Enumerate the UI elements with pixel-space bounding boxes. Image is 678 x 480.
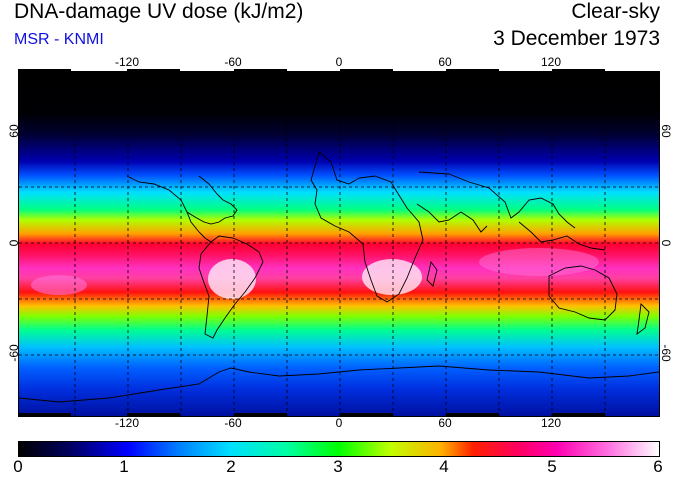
lon-label-top: -60 — [224, 55, 242, 69]
coast-new-zealand — [636, 303, 650, 336]
lat-label-right: -60 — [659, 344, 673, 362]
lon-label-bottom: 120 — [540, 416, 562, 430]
colorbar-tick-label: 2 — [226, 457, 236, 476]
coast-australia — [548, 265, 618, 321]
coast-north-america — [126, 175, 238, 225]
lat-label-right: 0 — [659, 239, 673, 247]
coast-southeast-asia — [518, 221, 606, 251]
coast-antarctica — [19, 365, 659, 403]
lon-label-top: 0 — [335, 55, 343, 69]
bottom-tick-bar — [18, 413, 660, 417]
lon-label-bottom: -60 — [224, 416, 242, 430]
date-label: 3 December 1973 — [493, 27, 660, 50]
lon-label-top: 60 — [438, 55, 452, 69]
colorbar-tick-label: 4 — [439, 457, 449, 476]
coast-asia — [418, 171, 576, 229]
high-dose-patch-indian — [479, 248, 599, 276]
high-dose-patch-africa — [362, 259, 422, 295]
colorbar-tick-label: 6 — [653, 457, 663, 476]
coast-arabia-india — [416, 203, 488, 233]
lat-label-right: 60 — [659, 124, 673, 138]
colorbar-tick-label: 0 — [13, 457, 23, 476]
uv-dose-map — [18, 71, 660, 417]
uv-dose-field — [19, 72, 659, 416]
graticule — [19, 72, 659, 416]
lon-label-bottom: 0 — [335, 416, 343, 430]
coast-central-america — [186, 211, 212, 243]
colorbar-tick-label: 5 — [547, 457, 557, 476]
color-scale-bar — [18, 441, 660, 457]
coast-madagascar — [426, 260, 438, 287]
high-dose-patch-south-america — [208, 259, 256, 299]
source-label: MSR - KNMI — [14, 31, 104, 48]
coast-europe-africa — [310, 151, 424, 303]
lon-label-bottom: -120 — [114, 416, 140, 430]
sky-condition-label: Clear-sky — [571, 0, 660, 23]
lon-label-bottom: 60 — [438, 416, 452, 430]
coastlines — [19, 151, 659, 403]
coast-south-america — [198, 235, 264, 339]
lon-label-top: -120 — [114, 55, 140, 69]
map-overlay — [19, 72, 659, 416]
colorbar-tick-label: 1 — [119, 457, 129, 476]
lon-label-top: 120 — [540, 55, 562, 69]
map-title: DNA-damage UV dose (kJ/m2) — [14, 0, 304, 23]
colorbar-tick-label: 3 — [333, 457, 343, 476]
high-dose-patch-pacific — [31, 275, 87, 295]
